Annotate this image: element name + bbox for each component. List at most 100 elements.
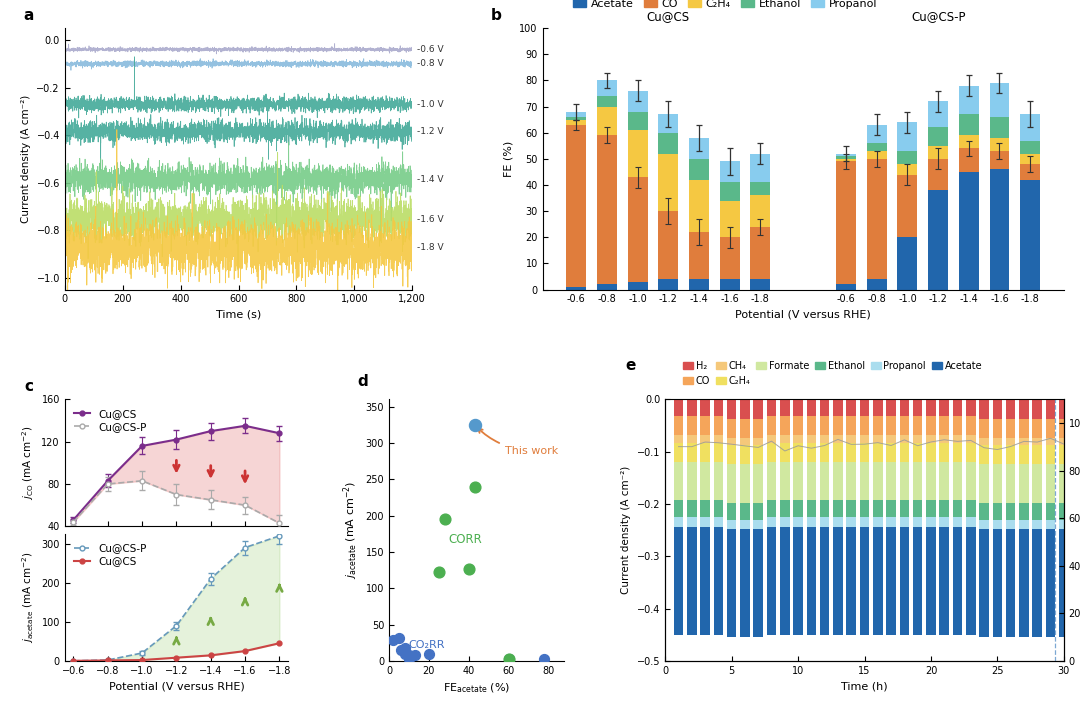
Bar [566, 125, 586, 287]
X-axis label: FE$_{\rm acetate}$ (%): FE$_{\rm acetate}$ (%) [443, 681, 510, 695]
Bar [887, 416, 896, 435]
Bar [887, 435, 896, 443]
Bar [687, 416, 697, 435]
Bar [966, 416, 975, 435]
Bar [727, 445, 737, 464]
Bar [966, 527, 975, 635]
Bar [966, 517, 975, 527]
Bar [940, 443, 949, 462]
Bar [833, 527, 842, 635]
Bar [674, 399, 684, 416]
Bar [1005, 445, 1015, 464]
Bar [1045, 520, 1055, 529]
Bar [980, 418, 989, 438]
Bar [751, 227, 770, 279]
Bar [1059, 438, 1068, 445]
Bar [687, 399, 697, 416]
Bar [833, 462, 842, 501]
Bar [659, 211, 678, 279]
Bar [1059, 418, 1068, 438]
Bar [689, 180, 708, 232]
Bar [1020, 503, 1029, 520]
Bar [807, 443, 816, 462]
Bar [836, 156, 856, 159]
Bar [700, 517, 710, 527]
Bar [860, 501, 869, 517]
Legend: Cu@CS-P, Cu@CS: Cu@CS-P, Cu@CS [70, 539, 151, 571]
Line: Cu@CS-P: Cu@CS-P [71, 534, 282, 663]
Bar [966, 462, 975, 501]
Bar [597, 284, 617, 290]
Bar [913, 527, 922, 635]
Bar [900, 501, 909, 517]
Cu@CS [102, 477, 114, 485]
Bar [913, 399, 922, 416]
Bar [780, 517, 789, 527]
Legend: H₂, CO, CH₄, C₂H₄, Formate, Ethanol, Propanol, Acetate: H₂, CO, CH₄, C₂H₄, Formate, Ethanol, Pro… [679, 357, 986, 389]
Point [500, 653, 517, 664]
Point [536, 654, 553, 665]
Bar [767, 399, 777, 416]
Bar [980, 399, 989, 418]
Bar [989, 83, 1010, 117]
Line: Cu@CS: Cu@CS [71, 641, 282, 663]
Cu@CS-P [67, 657, 80, 665]
Bar [727, 464, 737, 503]
Bar [953, 416, 962, 435]
Bar [820, 416, 829, 435]
Bar [953, 501, 962, 517]
Bar [860, 435, 869, 443]
Bar [794, 501, 802, 517]
Bar [1032, 418, 1042, 438]
Bar [700, 416, 710, 435]
Bar [913, 443, 922, 462]
Bar [887, 443, 896, 462]
Bar [953, 527, 962, 635]
Bar [887, 517, 896, 527]
Bar [966, 501, 975, 517]
Point [465, 419, 483, 430]
Bar [754, 399, 764, 418]
Point [401, 653, 418, 664]
Bar [751, 279, 770, 290]
Bar [714, 527, 724, 635]
Bar [993, 399, 1002, 418]
Bar [940, 517, 949, 527]
Bar [674, 527, 684, 635]
Bar [1045, 399, 1055, 418]
Text: -1.2 V: -1.2 V [417, 127, 443, 136]
Bar [940, 435, 949, 443]
Bar [900, 399, 909, 416]
Bar [928, 191, 948, 290]
Bar [674, 435, 684, 443]
Bar [627, 130, 648, 177]
Bar [674, 517, 684, 527]
Bar [959, 115, 978, 135]
Text: e: e [625, 359, 636, 373]
Bar [659, 133, 678, 154]
Bar [847, 517, 856, 527]
X-axis label: Time (s): Time (s) [216, 310, 261, 320]
Cu@CS [273, 639, 286, 647]
Bar [860, 399, 869, 416]
Cu@CS [204, 651, 217, 659]
Bar [847, 527, 856, 635]
Bar [807, 399, 816, 416]
Bar [807, 416, 816, 435]
Bar [836, 284, 856, 290]
Bar [807, 462, 816, 501]
Bar [714, 443, 724, 462]
Cu@CS [239, 647, 252, 655]
Bar [1020, 445, 1029, 464]
Bar [1032, 438, 1042, 445]
Bar [1005, 438, 1015, 445]
Bar [953, 399, 962, 416]
Cu@CS-P [273, 519, 286, 527]
Bar [566, 287, 586, 290]
Bar [714, 416, 724, 435]
Bar [1032, 445, 1042, 464]
Text: CO₂RR: CO₂RR [409, 640, 445, 650]
Bar [740, 418, 750, 438]
Y-axis label: $j_{\rm acetate}$ (mA cm$^{-2}$): $j_{\rm acetate}$ (mA cm$^{-2}$) [21, 551, 36, 643]
Bar [754, 464, 764, 503]
